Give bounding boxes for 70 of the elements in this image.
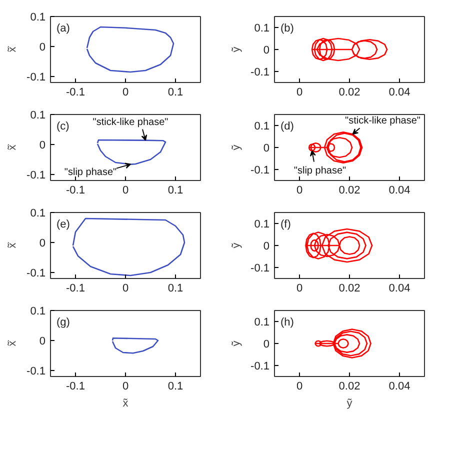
x-tick-label: 0 <box>296 282 303 294</box>
x-tick-label: 0.02 <box>338 184 360 196</box>
x-axis-title: x̃ <box>122 398 129 410</box>
x-tick-label: -0.1 <box>66 86 85 98</box>
y-tick-label: -0.1 <box>250 66 270 78</box>
y-axis-title: x̃̇ <box>6 242 19 248</box>
annotation: "slip phase" <box>294 165 347 176</box>
x-tick-label: 0.04 <box>388 184 410 196</box>
x-tick-label: 0.1 <box>168 86 184 98</box>
text: (h) <box>280 316 294 328</box>
text: (b) <box>280 22 294 34</box>
text: (d) <box>280 120 294 132</box>
y-axis-title: x̃̇ <box>6 340 19 346</box>
x-tick-label: 0 <box>122 86 129 98</box>
y-tick-label: 0 <box>39 42 46 54</box>
y-axis-title: ỹ̇ <box>230 340 243 346</box>
x-tick-label: 0.02 <box>338 86 360 98</box>
x-tick-label: 0.04 <box>388 282 410 294</box>
y-tick-label: 0 <box>263 142 270 154</box>
x-tick-label: -0.1 <box>66 184 85 196</box>
y-tick-label: -0.1 <box>26 72 46 84</box>
x-tick-label: 0 <box>122 282 129 294</box>
x-tick-label: 0.04 <box>388 86 410 98</box>
text: (e) <box>56 218 70 230</box>
x-tick-label: 0 <box>296 380 303 392</box>
text: (f) <box>280 218 291 230</box>
text: (a) <box>56 22 70 34</box>
text: (g) <box>56 316 70 328</box>
x-tick-label: 0.1 <box>168 282 184 294</box>
y-tick-label: -0.1 <box>250 262 270 274</box>
y-axis-title: ỹ̇ <box>230 144 243 150</box>
y-axis-title: ỹ̇ <box>230 242 243 248</box>
y-axis-title: ỹ̇ <box>230 46 243 52</box>
y-tick-label: -0.1 <box>26 366 46 378</box>
y-tick-label: -0.1 <box>26 268 46 280</box>
x-tick-label: 0.1 <box>168 380 184 392</box>
y-tick-label: 0.1 <box>30 208 46 220</box>
x-tick-label: -0.1 <box>66 282 85 294</box>
y-tick-label: 0.1 <box>254 120 270 132</box>
y-tick-label: 0 <box>263 44 270 56</box>
y-axis-title: x̃̇ <box>6 144 19 150</box>
y-tick-label: 0 <box>263 240 270 252</box>
y-tick-label: 0.1 <box>254 218 270 230</box>
x-tick-label: 0.1 <box>168 184 184 196</box>
y-tick-label: 0 <box>39 140 46 152</box>
y-tick-label: 0 <box>39 336 46 348</box>
annotation: "stick-like phase" <box>92 116 169 128</box>
y-tick-label: 0.1 <box>254 316 270 328</box>
x-tick-label: 0 <box>122 184 129 196</box>
x-axis-title: ỹ <box>346 398 353 410</box>
annotation: "slip phase" <box>64 166 118 178</box>
y-tick-label: 0 <box>39 238 46 250</box>
y-tick-label: -0.1 <box>26 170 46 182</box>
x-tick-label: 0.02 <box>338 282 360 294</box>
x-tick-label: -0.1 <box>66 380 85 392</box>
x-tick-label: 0 <box>296 184 303 196</box>
y-tick-label: 0.1 <box>30 110 46 122</box>
y-tick-label: 0.1 <box>30 12 46 24</box>
y-tick-label: 0.1 <box>30 306 46 318</box>
x-tick-label: 0 <box>122 380 129 392</box>
y-axis-title: x̃̇ <box>6 46 19 52</box>
y-tick-label: 0 <box>263 338 270 350</box>
text: (c) <box>56 120 70 132</box>
y-tick-label: 0.1 <box>254 22 270 34</box>
y-tick-label: -0.1 <box>250 360 270 372</box>
x-tick-label: 0 <box>296 86 303 98</box>
y-tick-label: -0.1 <box>250 164 270 176</box>
annotation: "stick-like phase" <box>345 116 421 127</box>
x-tick-label: 0.04 <box>388 380 410 392</box>
x-tick-label: 0.02 <box>338 380 360 392</box>
